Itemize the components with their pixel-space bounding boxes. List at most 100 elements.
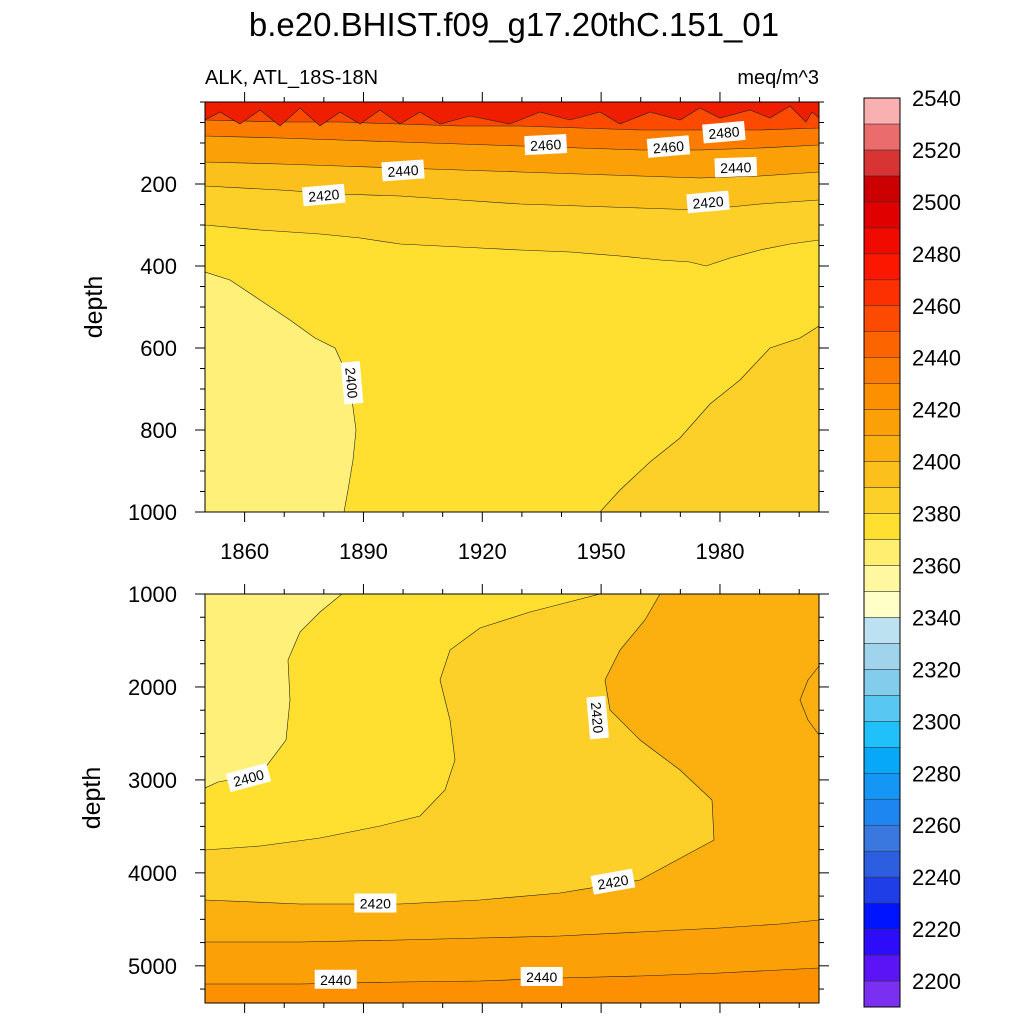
colorbar-swatch bbox=[863, 435, 901, 462]
colorbar-swatch bbox=[863, 773, 901, 800]
colorbar-swatch bbox=[863, 824, 901, 852]
contour-label-text: 2420 bbox=[596, 872, 630, 893]
colorbar-label: 2300 bbox=[912, 709, 961, 734]
band-deep-2440-2460 bbox=[205, 594, 819, 1003]
y-tick-label: 800 bbox=[140, 418, 177, 443]
colorbar-label: 2540 bbox=[912, 86, 961, 111]
colorbar-label: 2240 bbox=[912, 865, 961, 890]
lower-y-axis-label: depth bbox=[78, 767, 106, 830]
contour-label: 2420 bbox=[586, 695, 609, 740]
colorbar-swatch bbox=[863, 747, 901, 774]
colorbar-label: 2280 bbox=[912, 761, 961, 786]
colorbar-swatch bbox=[863, 669, 901, 696]
contour-label-text: 2420 bbox=[692, 193, 725, 212]
y-tick-label: 5000 bbox=[128, 954, 177, 979]
y-tick-label: 1000 bbox=[128, 582, 177, 607]
colorbar-swatch bbox=[863, 409, 901, 436]
contour-label-box bbox=[702, 120, 746, 144]
colorbar-swatch bbox=[863, 279, 901, 307]
y-tick-label: 3000 bbox=[128, 768, 177, 793]
contour-label-box bbox=[524, 133, 568, 156]
contour-label-box bbox=[646, 135, 691, 158]
colorbar-label: 2440 bbox=[912, 346, 961, 371]
contour-label-text: 2440 bbox=[720, 159, 752, 176]
colorbar: 2200 2220 2240 2260 2280 2300 2320 2340 2360 2380… bbox=[863, 86, 961, 1008]
contour-label: 2420 bbox=[354, 893, 397, 913]
colorbar-swatch bbox=[863, 305, 901, 332]
colorbar-label: 2360 bbox=[912, 553, 961, 578]
contour-label-box bbox=[686, 190, 730, 214]
y-tick-label: 2000 bbox=[128, 675, 177, 700]
band-surface bbox=[205, 102, 819, 127]
colorbar-swatch bbox=[863, 149, 901, 177]
contour-label-box bbox=[520, 966, 563, 986]
colorbar-frame bbox=[863, 97, 901, 1008]
x-tick-label: 1860 bbox=[220, 539, 269, 564]
colorbar-swatch bbox=[863, 227, 901, 255]
contour-label: 2460 bbox=[524, 133, 568, 156]
colorbar-swatch bbox=[863, 331, 901, 358]
contour-label: 2400 bbox=[225, 762, 272, 793]
contour-label: 2440 bbox=[314, 969, 357, 989]
contour-label-text: 2480 bbox=[708, 123, 741, 142]
colorbar-swatch bbox=[863, 695, 901, 722]
contour-label-box bbox=[354, 893, 397, 913]
colorbar-swatch bbox=[863, 461, 901, 488]
upper-y-axis-label: depth bbox=[80, 276, 108, 339]
colorbar-swatch bbox=[863, 383, 901, 410]
colorbar-label: 2200 bbox=[912, 969, 961, 994]
colorbar-swatch bbox=[863, 175, 901, 203]
lower-frame bbox=[204, 593, 820, 1004]
subtitle-right: meq/m^3 bbox=[737, 67, 819, 89]
contour-label-text: 2400 bbox=[231, 766, 265, 790]
colorbar-label: 2400 bbox=[912, 450, 961, 475]
subtitle-left: ALK, ATL_18S-18N bbox=[205, 67, 378, 89]
colorbar-swatch bbox=[863, 902, 901, 930]
contour-label-box bbox=[714, 156, 758, 178]
y-tick-label: 200 bbox=[140, 172, 177, 197]
contour-label: 2420 bbox=[590, 868, 636, 895]
colorbar-label: 2380 bbox=[912, 502, 961, 527]
colorbar-label: 2320 bbox=[912, 657, 961, 682]
contour-label-text: 2420 bbox=[360, 896, 391, 912]
contour-label: 2440 bbox=[714, 156, 758, 178]
band-deep-2380-2400 bbox=[205, 594, 343, 789]
x-tick-label: 1920 bbox=[458, 539, 507, 564]
contour-label-box bbox=[314, 969, 357, 989]
contour-label-text: 2400 bbox=[342, 367, 361, 400]
colorbar-swatch bbox=[863, 928, 901, 956]
lower-panel: 2420 2400 2420 2420 2440 2440 bbox=[204, 593, 820, 1004]
contour-label: 2440 bbox=[381, 159, 425, 182]
contour-label-text: 2460 bbox=[652, 138, 685, 157]
contour-label-text: 2460 bbox=[530, 136, 562, 154]
contour-label-text: 2440 bbox=[320, 972, 351, 988]
colorbar-swatch bbox=[863, 617, 901, 644]
colorbar-swatch bbox=[863, 643, 901, 670]
colorbar-label: 2340 bbox=[912, 605, 961, 630]
colorbar-swatch bbox=[863, 201, 901, 229]
colorbar-swatch bbox=[863, 487, 901, 514]
band-deep-edge bbox=[799, 665, 819, 736]
colorbar-swatch bbox=[863, 539, 901, 566]
contour-label-text: 2420 bbox=[308, 186, 341, 205]
y-tick-label: 600 bbox=[140, 336, 177, 361]
band-2420-2440-deep bbox=[599, 325, 819, 512]
colorbar-swatch bbox=[863, 513, 901, 540]
x-tick-label: 1980 bbox=[695, 539, 744, 564]
contour-label: 2480 bbox=[702, 120, 746, 144]
colorbar-label: 2500 bbox=[912, 190, 961, 215]
contour-label-box bbox=[225, 762, 272, 793]
contour-label-text: 2440 bbox=[387, 162, 419, 180]
band-deep-2480 bbox=[205, 967, 819, 1003]
x-tick-label: 1950 bbox=[577, 539, 626, 564]
colorbar-label: 2520 bbox=[912, 138, 961, 163]
x-tick-label: 1890 bbox=[339, 539, 388, 564]
colorbar-swatch bbox=[863, 980, 901, 1008]
colorbar-swatch bbox=[863, 876, 901, 904]
chart-title: b.e20.BHIST.f09_g17.20thC.151_01 bbox=[249, 6, 779, 43]
contour-label: 2400 bbox=[340, 361, 364, 405]
colorbar-swatch bbox=[863, 798, 901, 826]
colorbar-label: 2260 bbox=[912, 813, 961, 838]
contour-label-box bbox=[381, 159, 425, 182]
